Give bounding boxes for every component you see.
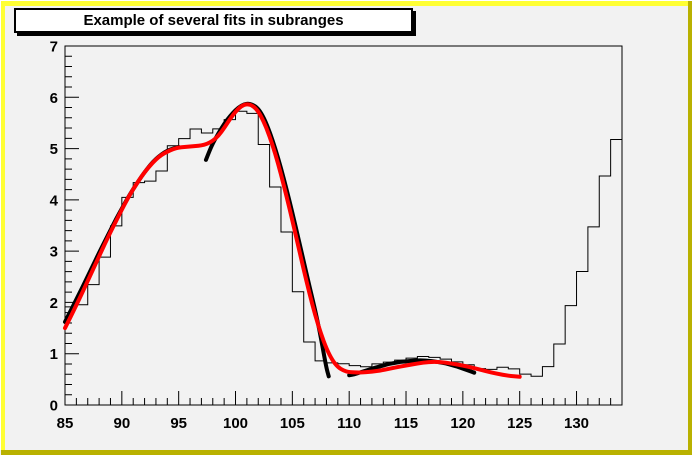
y-axis-tick-label: 2 <box>50 295 58 312</box>
x-axis-tick-label: 130 <box>564 415 589 432</box>
x-axis-tick-label: 125 <box>507 415 532 432</box>
x-axis-tick-label: 95 <box>170 415 187 432</box>
fit-total-curve <box>63 102 522 379</box>
x-axis-tick-label: 120 <box>450 415 475 432</box>
canvas-border-bottom <box>1 450 692 455</box>
axis-ticks <box>64 45 612 406</box>
x-axis-tick-label: 110 <box>337 415 361 432</box>
canvas-edge-highlight-top <box>0 0 692 1</box>
y-axis-tick-label: 5 <box>50 141 58 158</box>
canvas-border-right <box>688 1 692 455</box>
plot-frame <box>64 45 623 406</box>
y-axis-tick-label: 3 <box>50 244 58 261</box>
x-axis-tick-label: 90 <box>113 415 130 432</box>
x-axis-tick-label: 100 <box>223 415 248 432</box>
title-box[interactable]: Example of several fits in subranges <box>14 8 413 33</box>
x-axis-tick-label: 105 <box>280 415 305 432</box>
y-axis-tick-label: 6 <box>50 90 58 107</box>
canvas-border-top <box>1 1 691 6</box>
x-axis-tick-label: 115 <box>394 415 418 432</box>
y-axis-tick-label: 7 <box>50 39 58 56</box>
canvas-edge-highlight-left <box>0 0 1 450</box>
canvas-border-left <box>1 1 5 450</box>
y-axis-tick-label: 1 <box>50 346 58 363</box>
y-axis-tick-label: 4 <box>50 192 59 209</box>
histogram-line <box>65 110 623 405</box>
x-axis-tick-label: 85 <box>57 415 74 432</box>
y-axis-tick-label: 0 <box>50 398 58 415</box>
